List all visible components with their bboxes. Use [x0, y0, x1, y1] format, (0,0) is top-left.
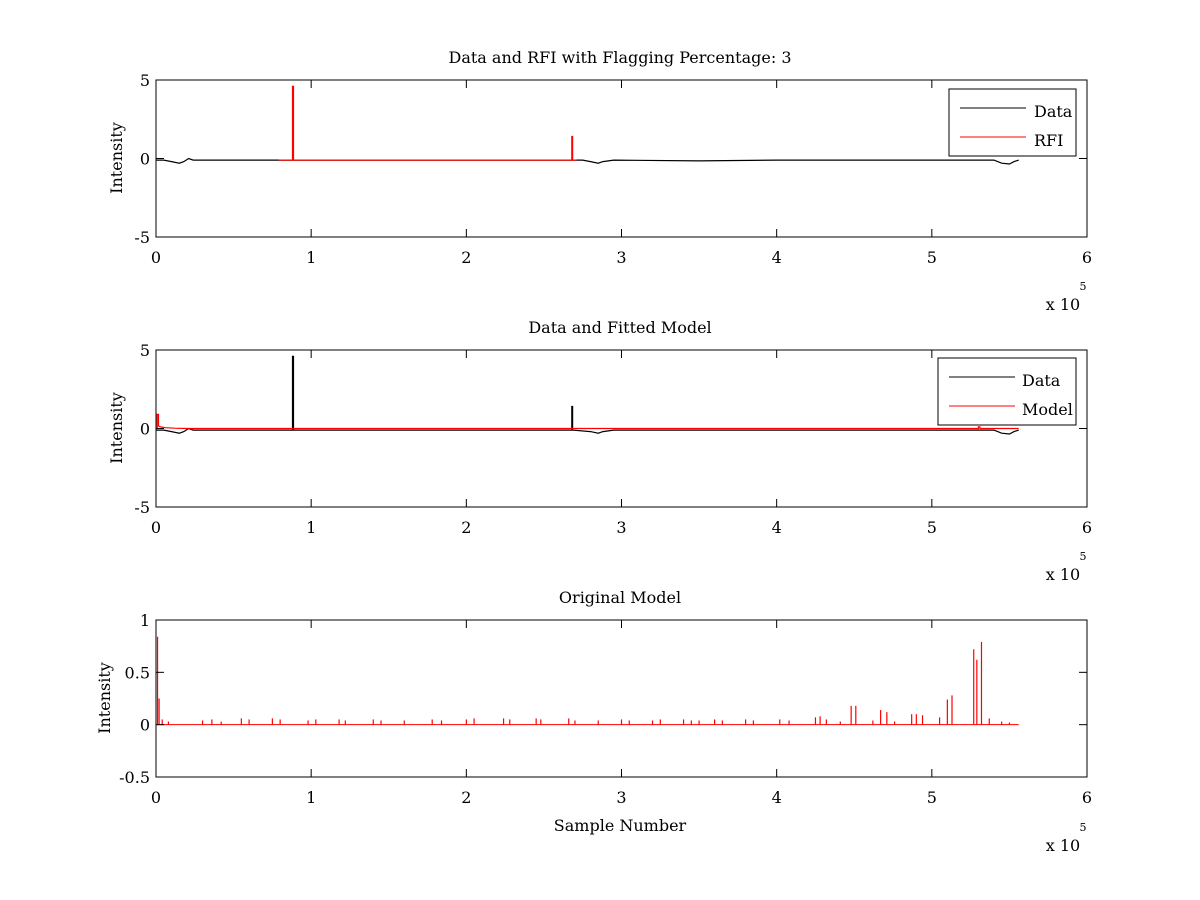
y-tick-label: 0.5 [125, 663, 150, 682]
x-tick-label: 4 [772, 248, 782, 267]
subplot-original-model: Original Model Intensity 0 1 2 3 4 5 6-0.500.5… [95, 588, 1092, 855]
subplot-2-title: Data and Fitted Model [528, 318, 711, 337]
subplot-2-x-multiplier-exponent: 5 [1080, 550, 1087, 563]
x-tick-label: 3 [616, 248, 626, 267]
x-tick-label: 5 [927, 248, 937, 267]
subplot-3-ylabel: Intensity [95, 662, 114, 734]
subplot-1-legend: Data RFI [948, 88, 1077, 157]
subplot-2-legend-box [937, 357, 1077, 426]
y-tick-label: 0 [140, 150, 150, 169]
series-line-data [156, 355, 1019, 435]
x-tick-label: 2 [461, 518, 471, 537]
subplot-data-and-fitted-model: Data and Fitted Model Intensity 0 1 2 3 4 5 6 -… [107, 318, 1092, 584]
series-line-rfi [278, 85, 577, 161]
subplot-1-legend-box [948, 88, 1077, 157]
subplot-2-legend-label-data: Data [1022, 371, 1061, 390]
y-tick-label: 1 [140, 611, 150, 630]
x-tick-label: 2 [461, 788, 471, 807]
y-tick-label: 0 [140, 716, 150, 735]
subplot-2-ylabel: Intensity [107, 392, 126, 464]
x-tick-label: 6 [1082, 788, 1092, 807]
subplot-1-legend-label-rfi: RFI [1034, 131, 1063, 150]
x-tick-label: 5 [927, 788, 937, 807]
x-tick-label: 1 [306, 518, 316, 537]
series-line-model [156, 413, 1019, 430]
x-tick-label: 0 [151, 788, 161, 807]
subplot-2-legend: Data Model [937, 357, 1077, 426]
subplot-1-legend-label-data: Data [1034, 102, 1073, 121]
subplot-3-ticks: 0 1 2 3 4 5 6-0.500.51 [119, 611, 1092, 807]
y-tick-label: -0.5 [119, 768, 150, 787]
x-tick-label: 6 [1082, 248, 1092, 267]
x-tick-label: 4 [772, 518, 782, 537]
x-tick-label: 3 [616, 788, 626, 807]
subplot-1-title: Data and RFI with Flagging Percentage: 3 [448, 48, 791, 67]
subplot-data-and-rfi: Data and RFI with Flagging Percentage: 3… [107, 48, 1092, 314]
x-tick-label: 3 [616, 518, 626, 537]
subplot-3-x-multiplier: x 10 [1046, 836, 1080, 855]
subplot-3-xlabel: Sample Number [554, 816, 687, 835]
subplot-2-ticks: 0 1 2 3 4 5 6-505 [134, 341, 1092, 537]
y-tick-label: 5 [140, 71, 150, 90]
x-tick-label: 6 [1082, 518, 1092, 537]
subplot-3-x-multiplier-exponent: 5 [1080, 821, 1087, 834]
y-tick-label: 0 [140, 420, 150, 439]
y-tick-label: -5 [134, 228, 150, 247]
subplot-1-x-multiplier-exponent: 5 [1080, 280, 1087, 293]
subplot-3-title: Original Model [559, 588, 681, 607]
x-tick-label: 1 [306, 248, 316, 267]
subplot-1-x-multiplier: x 10 [1046, 295, 1080, 314]
subplot-1-ticks: 0 1 2 3 4 5 6-505 [134, 71, 1092, 267]
subplot-2-x-multiplier: x 10 [1046, 565, 1080, 584]
x-tick-label: 4 [772, 788, 782, 807]
subplot-1-ylabel: Intensity [107, 122, 126, 194]
x-tick-label: 0 [151, 248, 161, 267]
x-tick-label: 1 [306, 788, 316, 807]
x-tick-label: 2 [461, 248, 471, 267]
y-tick-label: 5 [140, 341, 150, 360]
x-tick-label: 5 [927, 518, 937, 537]
subplot-2-legend-label-model: Model [1022, 400, 1073, 419]
series-line-data [156, 157, 1019, 165]
y-tick-label: -5 [134, 498, 150, 517]
x-tick-label: 0 [151, 518, 161, 537]
